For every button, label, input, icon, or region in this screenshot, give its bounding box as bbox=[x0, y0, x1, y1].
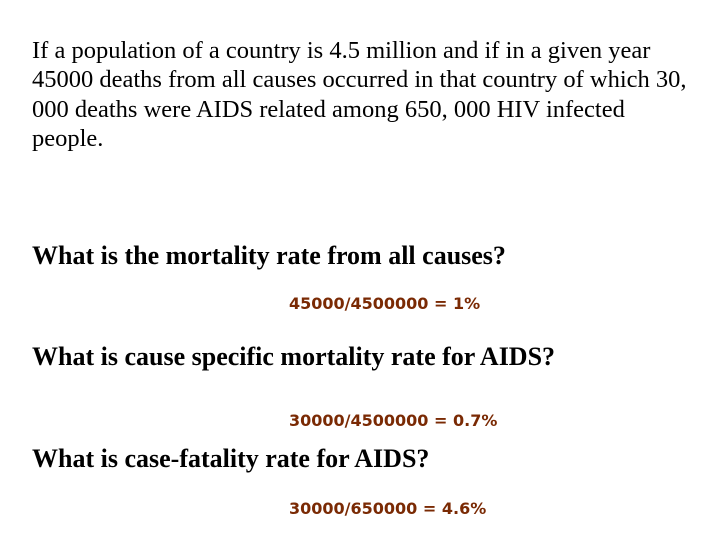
question-cause-specific-mortality: What is cause specific mortality rate fo… bbox=[32, 342, 556, 371]
answer-case-fatality-rate: 30000/650000 = 4.6% bbox=[289, 499, 487, 518]
question-case-fatality-rate: What is case-fatality rate for AIDS? bbox=[32, 444, 430, 473]
question-all-cause-mortality: What is the mortality rate from all caus… bbox=[32, 241, 506, 270]
answer-all-cause-mortality: 45000/4500000 = 1% bbox=[289, 294, 481, 313]
problem-statement: If a population of a country is 4.5 mill… bbox=[32, 37, 687, 153]
answer-cause-specific-mortality: 30000/4500000 = 0.7% bbox=[289, 411, 498, 430]
